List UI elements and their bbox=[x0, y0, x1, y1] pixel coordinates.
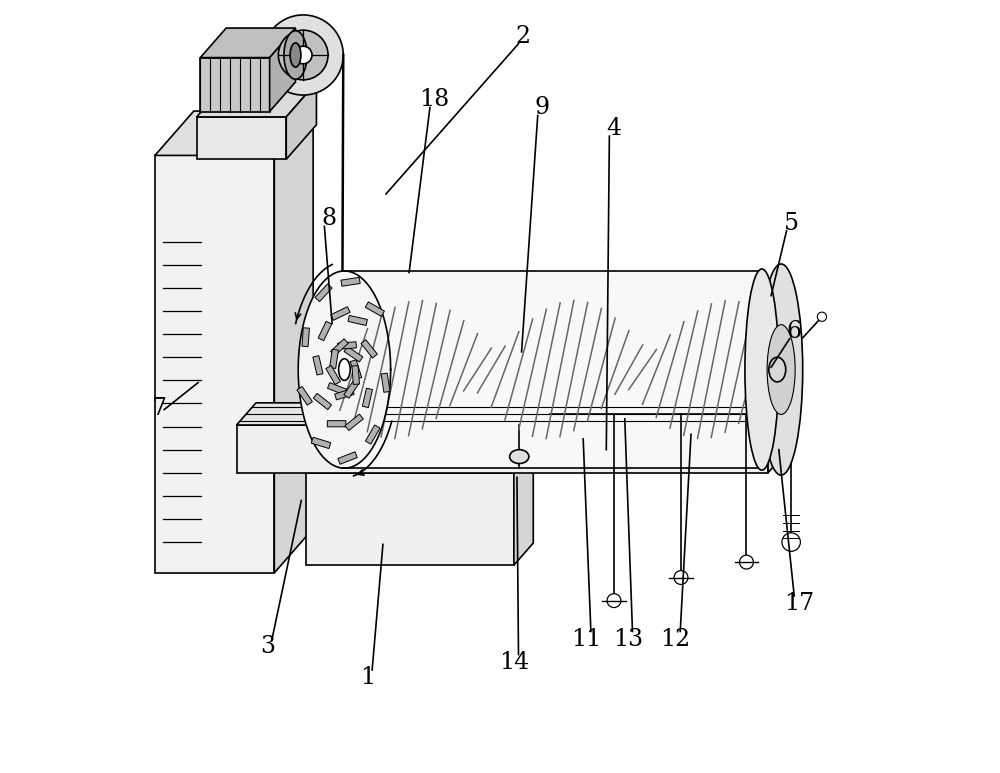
Polygon shape bbox=[335, 389, 354, 400]
Polygon shape bbox=[197, 117, 286, 159]
Polygon shape bbox=[302, 328, 309, 346]
Circle shape bbox=[740, 555, 753, 569]
Text: 11: 11 bbox=[571, 628, 601, 651]
Ellipse shape bbox=[745, 269, 779, 470]
Polygon shape bbox=[318, 322, 332, 341]
Text: 9: 9 bbox=[535, 96, 550, 119]
Text: 4: 4 bbox=[606, 117, 622, 140]
Text: 7: 7 bbox=[152, 397, 167, 420]
Text: 13: 13 bbox=[613, 628, 643, 651]
Polygon shape bbox=[200, 58, 270, 111]
Polygon shape bbox=[306, 451, 533, 473]
Polygon shape bbox=[270, 28, 296, 111]
Polygon shape bbox=[327, 383, 347, 395]
Polygon shape bbox=[338, 342, 356, 349]
Polygon shape bbox=[313, 356, 323, 375]
Text: 3: 3 bbox=[260, 635, 275, 659]
Polygon shape bbox=[326, 366, 340, 385]
Polygon shape bbox=[327, 421, 346, 427]
Text: 5: 5 bbox=[784, 212, 799, 235]
Circle shape bbox=[817, 312, 827, 322]
Polygon shape bbox=[274, 111, 313, 573]
Ellipse shape bbox=[290, 43, 301, 67]
Polygon shape bbox=[311, 438, 331, 448]
Polygon shape bbox=[155, 155, 274, 573]
Polygon shape bbox=[330, 349, 338, 369]
Circle shape bbox=[782, 533, 800, 551]
Polygon shape bbox=[298, 271, 391, 468]
Polygon shape bbox=[286, 83, 316, 159]
Ellipse shape bbox=[284, 31, 307, 80]
Polygon shape bbox=[297, 386, 312, 405]
Polygon shape bbox=[362, 388, 372, 407]
Polygon shape bbox=[365, 302, 384, 316]
Polygon shape bbox=[365, 425, 380, 444]
Polygon shape bbox=[237, 425, 768, 473]
Text: 8: 8 bbox=[321, 207, 337, 230]
Polygon shape bbox=[338, 451, 357, 465]
Polygon shape bbox=[313, 393, 332, 410]
Text: 2: 2 bbox=[516, 25, 531, 48]
Polygon shape bbox=[342, 271, 760, 468]
Text: 1: 1 bbox=[360, 666, 375, 690]
Circle shape bbox=[674, 570, 688, 584]
Text: 12: 12 bbox=[660, 628, 691, 651]
Circle shape bbox=[263, 15, 343, 95]
Circle shape bbox=[294, 46, 312, 64]
Ellipse shape bbox=[767, 325, 795, 414]
Polygon shape bbox=[348, 315, 367, 325]
Polygon shape bbox=[514, 451, 533, 565]
Text: 17: 17 bbox=[784, 592, 814, 615]
Polygon shape bbox=[331, 339, 348, 356]
Ellipse shape bbox=[339, 359, 350, 380]
Ellipse shape bbox=[769, 357, 786, 382]
Polygon shape bbox=[315, 284, 332, 301]
Circle shape bbox=[607, 594, 621, 608]
Polygon shape bbox=[344, 346, 363, 362]
Polygon shape bbox=[341, 278, 360, 286]
Polygon shape bbox=[306, 473, 514, 565]
Text: 14: 14 bbox=[499, 651, 529, 674]
Polygon shape bbox=[197, 83, 316, 117]
Polygon shape bbox=[350, 359, 362, 380]
Polygon shape bbox=[768, 403, 787, 473]
Polygon shape bbox=[237, 403, 787, 425]
Text: 6: 6 bbox=[787, 319, 802, 342]
Polygon shape bbox=[361, 339, 377, 358]
Circle shape bbox=[278, 30, 328, 80]
Polygon shape bbox=[331, 307, 350, 320]
Text: 18: 18 bbox=[419, 88, 450, 111]
Polygon shape bbox=[200, 28, 296, 58]
Ellipse shape bbox=[510, 450, 529, 464]
Polygon shape bbox=[344, 380, 359, 398]
Polygon shape bbox=[352, 366, 359, 384]
Ellipse shape bbox=[760, 264, 803, 475]
Polygon shape bbox=[381, 373, 390, 393]
Polygon shape bbox=[155, 111, 313, 155]
Polygon shape bbox=[345, 414, 363, 431]
